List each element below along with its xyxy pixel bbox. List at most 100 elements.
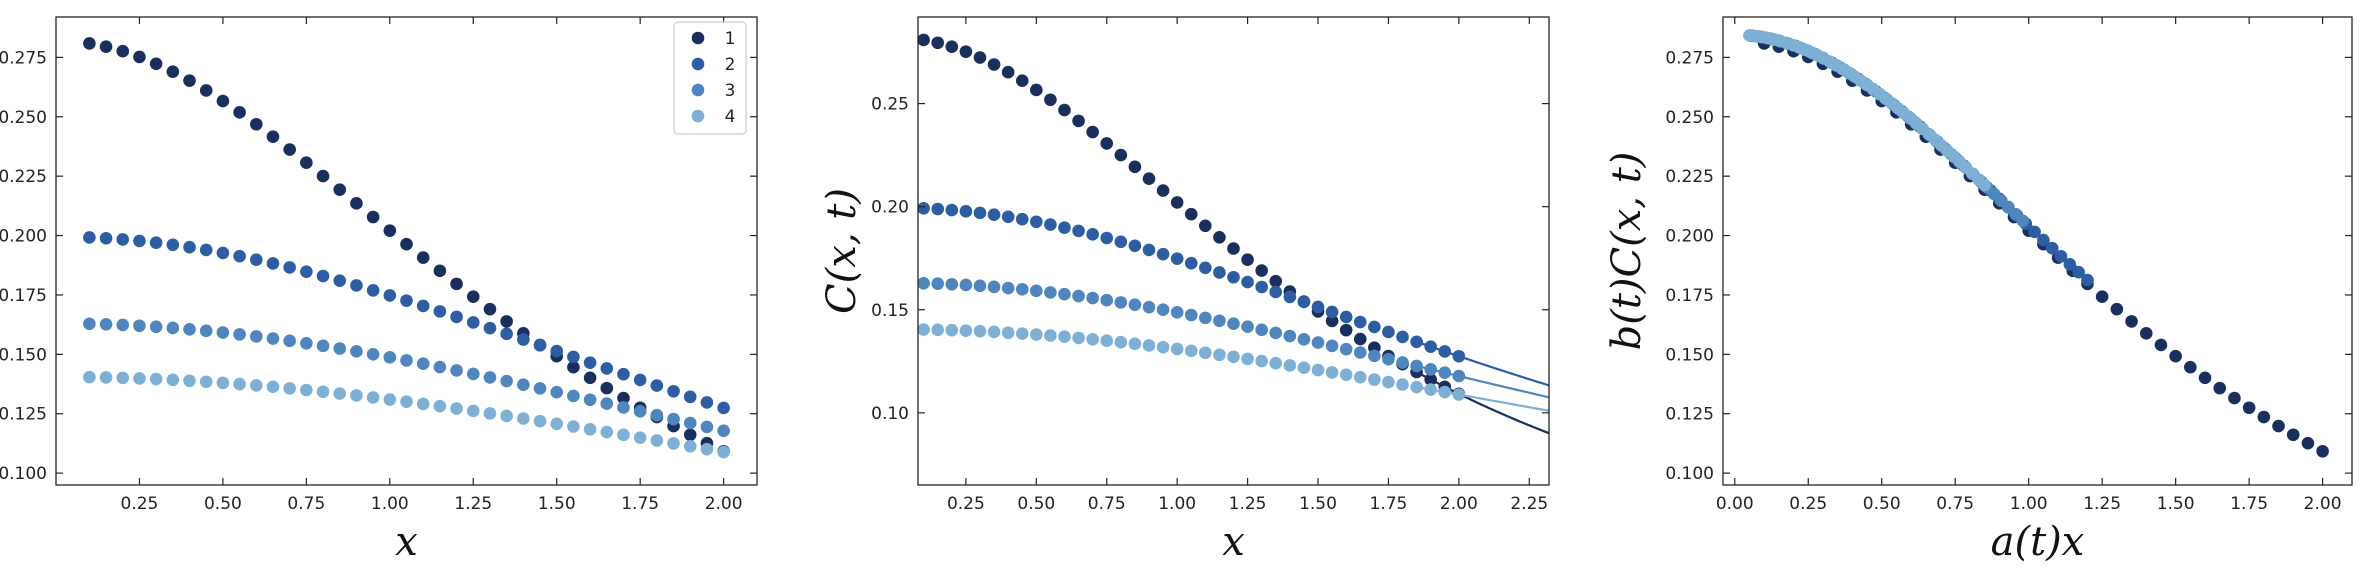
data-point-series-2 <box>918 201 930 215</box>
data-point-series-2 <box>1269 285 1283 299</box>
y-axis-label: C(x, t) <box>819 188 865 314</box>
data-point-series-2 <box>667 384 680 398</box>
data-point-series-1 <box>2125 315 2138 328</box>
x-tick-label: 1.50 <box>2157 494 2195 514</box>
data-point-series-1 <box>1114 148 1128 162</box>
data-point-series-1 <box>600 381 614 395</box>
data-point-series-2 <box>483 321 497 335</box>
y-tick-label: 0.125 <box>0 405 47 425</box>
data-point-series-4 <box>149 372 163 386</box>
data-point-series-3 <box>2016 214 2030 228</box>
data-point-series-4 <box>583 422 597 436</box>
data-point-series-3 <box>1410 359 1423 373</box>
data-point-series-4 <box>1086 333 1099 346</box>
data-point-series-2 <box>533 339 547 352</box>
data-point-series-4 <box>667 437 680 450</box>
data-point-series-4 <box>1030 328 1043 341</box>
data-point-series-4 <box>1978 178 1991 192</box>
data-point-series-1 <box>2169 349 2182 363</box>
data-point-series-2 <box>700 396 714 409</box>
data-point-series-3 <box>316 339 330 353</box>
data-point-series-4 <box>1199 346 1212 360</box>
data-point-series-3 <box>1227 317 1240 331</box>
data-point-series-4 <box>1424 383 1437 396</box>
data-point-series-2 <box>2054 249 2068 263</box>
data-point-series-4 <box>1438 385 1452 399</box>
data-point-series-3 <box>116 318 130 332</box>
data-point-series-4 <box>1325 366 1339 379</box>
data-point-series-4 <box>1015 327 1029 340</box>
data-point-series-3 <box>233 328 246 341</box>
data-point-series-4 <box>350 389 363 402</box>
data-point-series-3 <box>600 397 614 410</box>
data-point-series-1 <box>987 58 1001 71</box>
data-point-series-3 <box>1114 296 1128 309</box>
data-point-series-3 <box>973 279 987 293</box>
data-point-series-2 <box>216 246 230 260</box>
data-point-series-1 <box>1241 253 1254 266</box>
data-point-series-1 <box>1015 74 1029 88</box>
data-point-series-4 <box>1001 326 1015 339</box>
data-point-series-1 <box>183 74 196 87</box>
data-point-series-4 <box>116 371 130 385</box>
data-point-series-1 <box>2213 381 2227 395</box>
data-point-series-3 <box>633 405 647 418</box>
data-point-series-3 <box>1353 346 1367 359</box>
data-point-series-1 <box>2257 410 2271 424</box>
data-point-series-1 <box>2110 302 2124 316</box>
data-point-series-3 <box>1339 342 1353 356</box>
data-point-series-1 <box>1170 196 1184 209</box>
data-point-series-2 <box>617 367 630 381</box>
y-tick-label: 0.175 <box>1665 286 1714 306</box>
data-point-series-2 <box>500 327 513 341</box>
y-tick-label: 0.225 <box>1665 167 1714 187</box>
data-point-series-4 <box>300 383 313 397</box>
data-point-series-1 <box>1128 160 1142 174</box>
data-point-series-2 <box>416 299 430 313</box>
data-point-series-4 <box>617 428 630 442</box>
data-point-series-3 <box>350 345 363 358</box>
data-point-series-1 <box>973 51 987 64</box>
data-point-series-2 <box>266 257 280 270</box>
data-point-series-1 <box>2184 360 2197 374</box>
data-point-series-4 <box>1241 352 1254 366</box>
data-point-series-1 <box>1156 184 1170 197</box>
data-point-series-4 <box>266 380 280 394</box>
data-point-series-3 <box>483 371 497 384</box>
data-point-series-4 <box>1353 370 1367 384</box>
data-point-series-3 <box>1086 291 1099 305</box>
data-point-series-3 <box>1438 366 1452 380</box>
data-point-series-1 <box>567 360 580 374</box>
data-point-series-2 <box>400 294 413 307</box>
data-point-series-1 <box>2272 419 2285 433</box>
data-point-series-1 <box>617 391 630 405</box>
data-point-series-4 <box>600 425 614 439</box>
data-point-series-2 <box>116 233 130 246</box>
data-point-series-2 <box>583 356 597 369</box>
data-point-series-1 <box>2154 338 2168 352</box>
data-point-series-2 <box>1015 212 1029 226</box>
data-point-series-3 <box>987 280 1001 294</box>
data-point-series-3 <box>300 336 313 350</box>
x-tick-label: 0.25 <box>121 494 159 514</box>
data-point-series-4 <box>99 371 113 384</box>
fit-line-series-1 <box>1416 371 1549 435</box>
data-point-series-4 <box>959 324 973 337</box>
data-point-series-3 <box>83 317 96 331</box>
data-point-series-1 <box>283 143 296 156</box>
y-tick-label: 0.20 <box>871 198 909 218</box>
data-point-series-4 <box>1044 329 1057 342</box>
data-point-series-3 <box>416 357 430 371</box>
data-point-series-1 <box>266 130 280 143</box>
data-point-series-2 <box>1382 325 1395 339</box>
data-point-series-3 <box>1030 284 1043 298</box>
data-point-series-2 <box>383 289 397 302</box>
data-point-series-4 <box>1382 375 1395 389</box>
x-tick-label: 1.25 <box>454 494 492 514</box>
x-axis-label: a(t)x <box>1991 519 2085 565</box>
data-point-series-1 <box>1339 323 1353 337</box>
x-tick-label: 1.25 <box>1229 494 1267 514</box>
data-point-series-2 <box>1170 252 1184 265</box>
data-point-series-1 <box>1255 264 1268 277</box>
